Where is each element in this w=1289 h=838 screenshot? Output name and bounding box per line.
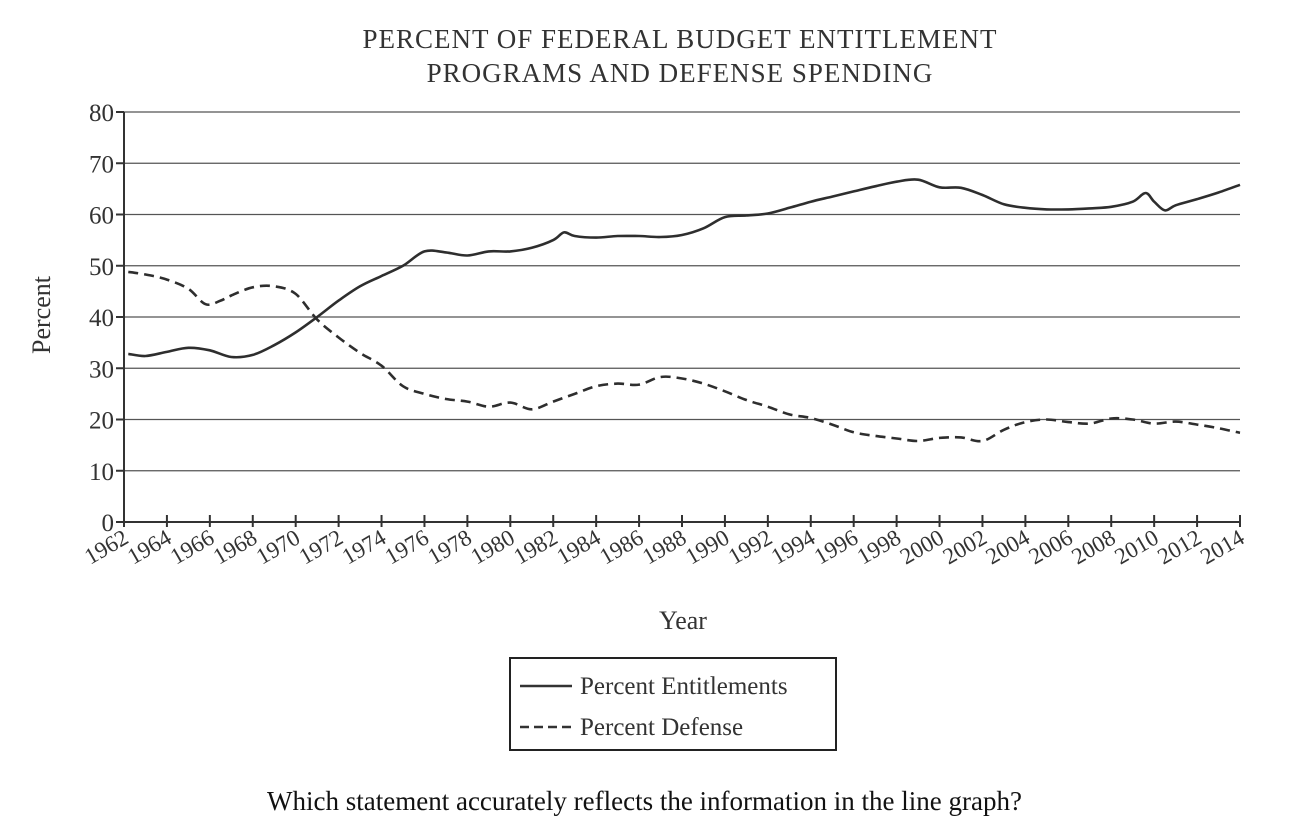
- chart-title-line-1: PERCENT OF FEDERAL BUDGET ENTITLEMENT: [362, 24, 998, 54]
- series-lines: [128, 178, 1241, 443]
- series-line-entitlements: [128, 178, 1241, 359]
- legend-box: [509, 657, 837, 751]
- legend-label-defense: Percent Defense: [580, 714, 743, 741]
- series-line-defense: [128, 270, 1241, 443]
- y-tick-label: 60: [89, 203, 114, 230]
- y-tick-label: 10: [89, 459, 114, 486]
- y-tick-label: 30: [89, 356, 114, 383]
- y-tick-label: 40: [89, 305, 114, 332]
- y-axis-label: Percent: [27, 275, 56, 354]
- y-tick-label: 0: [102, 510, 115, 537]
- gridlines: [124, 111, 1240, 472]
- y-tick-label: 80: [89, 100, 114, 127]
- x-tick-label: 2014: [1196, 524, 1249, 569]
- x-tick-labels: 1962196419661968197019721974197619781980…: [80, 524, 1249, 569]
- legend: Percent Entitlements Percent Defense: [509, 657, 837, 751]
- question-text: Which statement accurately reflects the …: [267, 786, 1022, 816]
- y-tick-label: 70: [89, 151, 114, 178]
- y-tick-label: 50: [89, 254, 114, 281]
- x-axis-label: Year: [659, 606, 707, 635]
- y-tick-labels: 0 10 20 30 40 50 60 70 80: [89, 100, 114, 537]
- chart-title-line-2: PROGRAMS AND DEFENSE SPENDING: [426, 58, 934, 88]
- y-tick-label: 20: [89, 408, 114, 435]
- legend-label-entitlements: Percent Entitlements: [580, 673, 788, 700]
- axes: [116, 111, 1241, 527]
